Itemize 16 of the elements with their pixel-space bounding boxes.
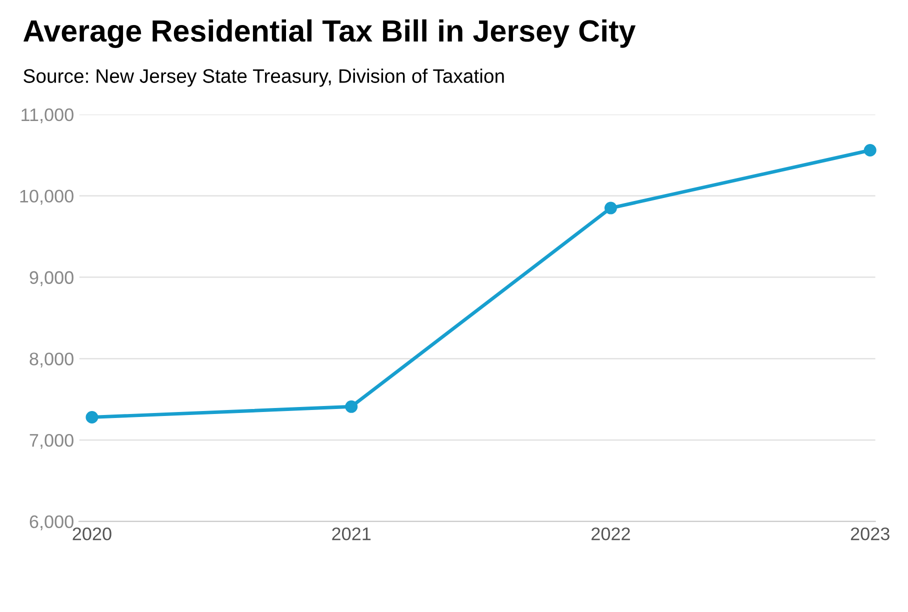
x-tick-label: 2020 xyxy=(72,527,112,540)
point xyxy=(864,144,876,157)
point xyxy=(345,400,358,413)
x-tick-label: 2021 xyxy=(332,527,371,540)
chart-title: Average Residential Tax Bill in Jersey City xyxy=(23,19,636,48)
point xyxy=(86,410,98,424)
y-tick-label: 11,000 xyxy=(22,108,74,124)
y-tick-label: 8,000 xyxy=(30,352,74,368)
y-tick-label: 6,000 xyxy=(30,515,74,530)
y-tick-label: 10,000 xyxy=(20,190,74,205)
x-tick-label: 2023 xyxy=(850,527,890,540)
y-tick-label: 9,000 xyxy=(30,271,74,286)
point xyxy=(604,202,617,214)
x-tick-label: 2022 xyxy=(592,527,630,540)
chart-subtitle: Source: New Jersey State Treasury, Division of Taxation xyxy=(24,68,504,87)
y-tick-label: 7,000 xyxy=(30,434,74,449)
